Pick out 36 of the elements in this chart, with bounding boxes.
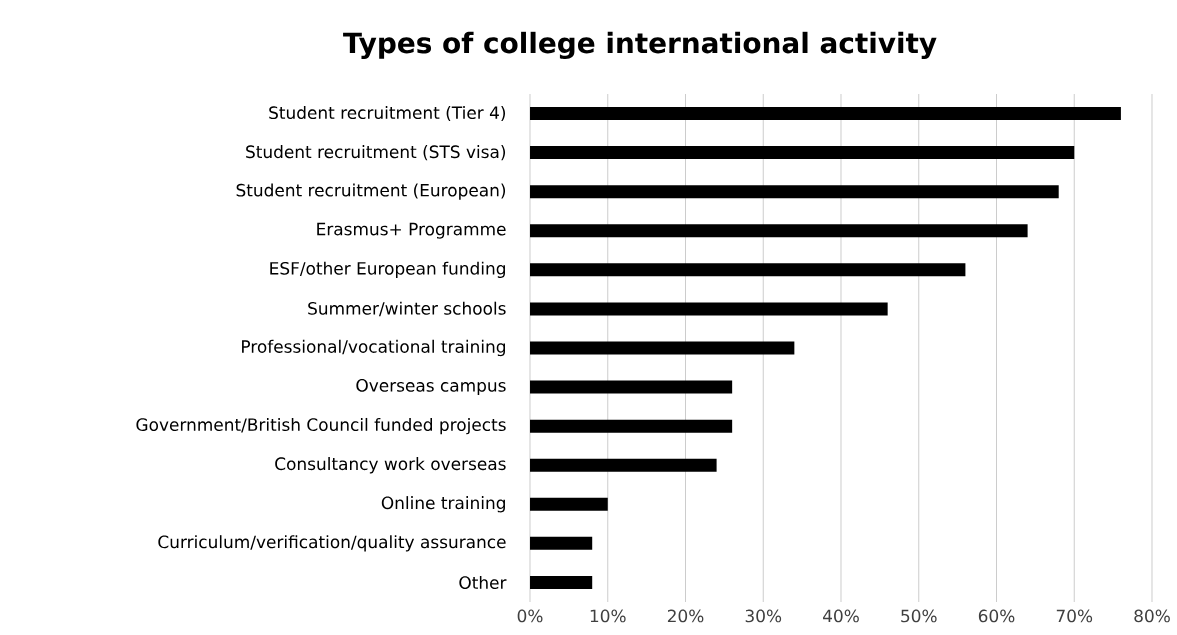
- x-tick-label: 60%: [978, 609, 1015, 623]
- bar: [530, 497, 608, 511]
- x-tick-label: 80%: [1134, 609, 1170, 623]
- y-tick-label: Student recruitment (European): [236, 183, 506, 200]
- y-tick-label: Student recruitment (Tier 4): [269, 105, 506, 122]
- bar: [530, 302, 888, 316]
- y-tick-label: Overseas campus: [356, 379, 506, 396]
- bar: [530, 380, 733, 394]
- y-tick-label: Government/British Council funded projects: [136, 417, 506, 435]
- x-tick-label: 50%: [901, 609, 937, 623]
- x-tick-label: 10%: [590, 609, 626, 623]
- bar: [530, 185, 1059, 199]
- bar: [530, 224, 1028, 238]
- bar: [530, 263, 966, 277]
- bar: [530, 536, 593, 550]
- y-tick-label: Summer/winter schools: [308, 301, 506, 317]
- bar: [530, 575, 593, 589]
- y-tick-label: Consultancy work overseas: [275, 457, 506, 474]
- x-tick-label: 20%: [667, 609, 704, 623]
- bar: [530, 458, 717, 472]
- y-tick-label: ESF/other European funding: [270, 261, 505, 279]
- bar: [530, 419, 733, 433]
- y-tick-label: Erasmus+ Programme: [317, 222, 506, 239]
- y-tick-label: Professional/vocational training: [242, 339, 505, 357]
- x-tick-label: 30%: [745, 609, 782, 623]
- y-tick-label: Other: [459, 575, 507, 589]
- x-tick-label: 0%: [517, 609, 543, 623]
- y-tick-label: Online training: [381, 496, 505, 513]
- bar: [530, 146, 1075, 160]
- chart-title: Types of college international activity: [343, 31, 937, 59]
- x-tick-label: 70%: [1056, 609, 1093, 623]
- y-tick-label: Curriculum/verification/quality assurance: [158, 535, 506, 552]
- bar: [530, 107, 1121, 121]
- bar: [530, 341, 795, 355]
- y-tick-label: Student recruitment (STS visa): [246, 145, 506, 161]
- x-tick-label: 40%: [823, 609, 859, 623]
